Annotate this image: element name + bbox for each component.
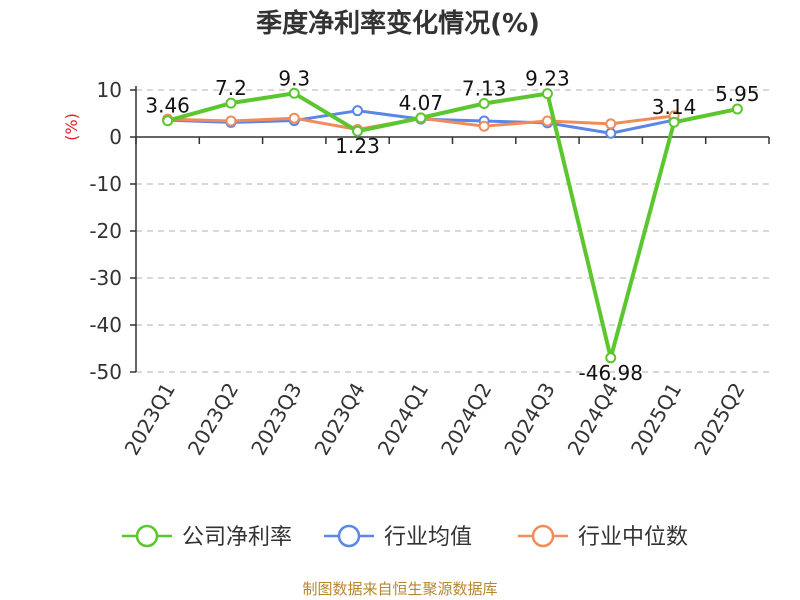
data-point[interactable] <box>352 125 364 137</box>
data-label: 3.14 <box>652 95 697 119</box>
data-label: -46.98 <box>579 361 643 385</box>
data-point[interactable] <box>478 97 490 109</box>
y-tick-label: 0 <box>109 125 122 149</box>
x-tick-label: 2023Q1 <box>120 379 180 460</box>
legend-item-1[interactable]: 行业均值 <box>324 524 472 550</box>
legend-marker-icon <box>531 524 555 548</box>
data-label: 7.2 <box>215 76 247 100</box>
data-point[interactable] <box>668 116 680 128</box>
legend-label: 行业中位数 <box>578 525 688 550</box>
series-0 <box>162 87 743 364</box>
data-point[interactable] <box>415 112 427 124</box>
data-point[interactable] <box>605 352 617 364</box>
data-point[interactable] <box>541 88 553 100</box>
chart-title: 季度净利率变化情况(%) <box>256 8 540 39</box>
data-label: 1.23 <box>335 134 380 158</box>
grid-lines <box>136 89 769 373</box>
y-axis-unit-label: (%) <box>62 113 81 141</box>
legend-marker-icon <box>135 524 159 548</box>
series-line <box>167 91 738 360</box>
data-label: 5.95 <box>715 82 760 106</box>
y-tick-label: -20 <box>89 219 122 243</box>
data-labels: 3.46 7.2 9.3 1.23 4.07 7.13 9.23 -46.98 3.14 5.95 <box>145 66 759 385</box>
data-label: 4.07 <box>399 91 444 115</box>
x-tick-label: 2024Q4 <box>563 379 623 460</box>
legend-item-2[interactable]: 行业中位数 <box>518 524 688 550</box>
legend-label: 公司净利率 <box>182 525 292 550</box>
x-tick-label: 2023Q2 <box>183 379 243 460</box>
data-point[interactable] <box>731 103 743 115</box>
x-tick-label: 2025Q2 <box>689 379 749 460</box>
x-tick-label: 2024Q1 <box>373 379 433 460</box>
data-label: 9.3 <box>278 66 310 90</box>
data-point[interactable] <box>225 97 237 109</box>
data-point[interactable] <box>162 115 174 127</box>
data-point[interactable] <box>352 105 364 117</box>
data-label: 3.46 <box>145 94 190 118</box>
x-tick-label: 2023Q4 <box>309 379 369 460</box>
legend-marker-icon <box>337 524 361 548</box>
series-lines <box>162 87 743 364</box>
x-tick-label: 2024Q3 <box>499 379 559 460</box>
legend-item-0[interactable]: 公司净利率 <box>122 524 292 550</box>
data-point[interactable] <box>478 120 490 132</box>
y-tick-label: -30 <box>89 266 122 290</box>
y-tick-label: -10 <box>89 172 122 196</box>
data-label: 7.13 <box>462 76 507 100</box>
y-tick-label: 10 <box>97 78 122 102</box>
y-tick-label: -40 <box>89 313 122 337</box>
y-tick-label: -50 <box>89 360 122 384</box>
data-point[interactable] <box>288 87 300 99</box>
data-point[interactable] <box>288 112 300 124</box>
x-tick-label: 2024Q2 <box>436 379 496 460</box>
data-label: 9.23 <box>525 67 570 91</box>
data-point[interactable] <box>225 115 237 127</box>
x-tick-label: 2025Q1 <box>626 379 686 460</box>
data-point[interactable] <box>541 115 553 127</box>
data-point[interactable] <box>605 127 617 139</box>
data-point[interactable] <box>605 118 617 130</box>
source-note: 制图数据来自恒生聚源数据库 <box>302 580 497 598</box>
legend[interactable]: 公司净利率 行业均值 行业中位数 <box>122 524 688 550</box>
x-tick-label: 2023Q3 <box>246 379 306 460</box>
legend-label: 行业均值 <box>384 525 472 550</box>
